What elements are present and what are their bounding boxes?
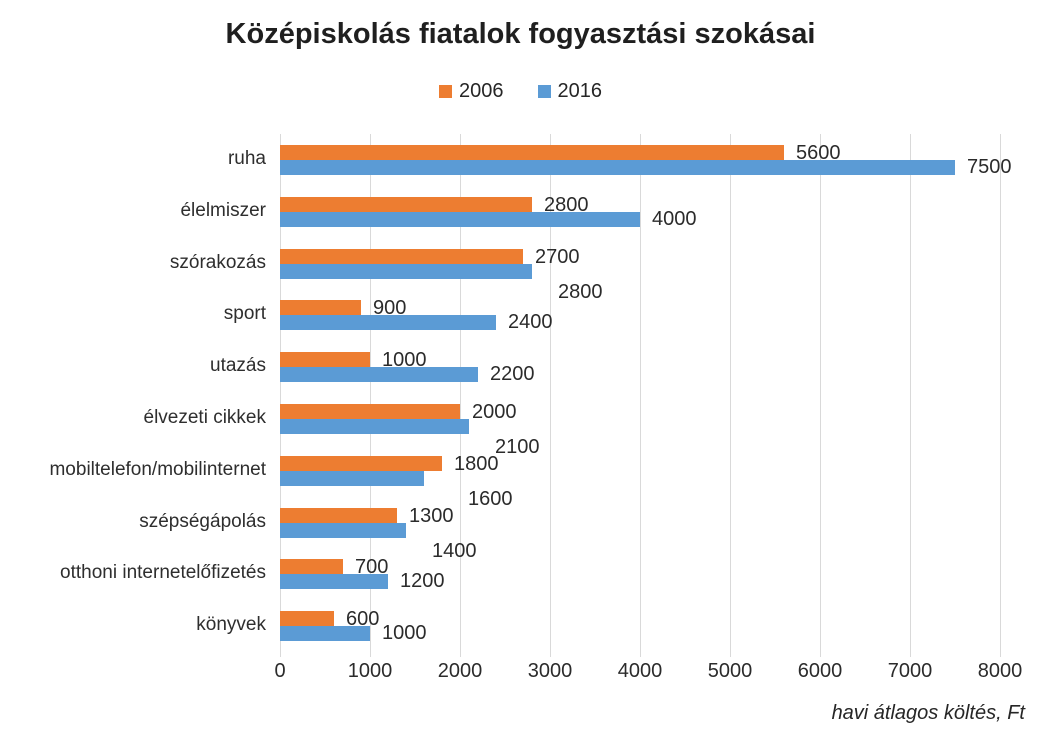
value-label-2006: 900 <box>373 297 407 320</box>
bar-2006 <box>280 144 784 160</box>
legend-swatch-2006 <box>439 85 452 98</box>
bar-2006 <box>280 455 442 471</box>
bar-2016 <box>280 470 424 486</box>
category-label: sport <box>223 303 266 325</box>
value-label-2016: 1200 <box>400 570 445 593</box>
gridline <box>1000 134 1001 657</box>
bar-2006 <box>280 507 397 523</box>
legend-swatch-2016 <box>537 85 551 98</box>
value-label-2006: 1300 <box>409 504 454 527</box>
bar-2016 <box>280 626 370 642</box>
category-label: otthoni internetelőfizetés <box>60 562 266 584</box>
x-tick-label: 2000 <box>437 660 483 682</box>
legend-label-2016: 2016 <box>557 80 603 102</box>
category-label: utazás <box>210 355 266 377</box>
value-label-2006: 5600 <box>796 141 841 164</box>
bar-2006 <box>280 196 532 212</box>
x-tick-label: 8000 <box>977 660 1023 682</box>
x-tick-label: 5000 <box>707 660 753 682</box>
value-label-2006: 1000 <box>382 349 427 372</box>
category-label: mobiltelefon/mobilinternet <box>49 458 266 480</box>
category-label: szépségápolás <box>139 510 266 532</box>
category-label: könyvek <box>196 614 266 636</box>
gridline <box>640 134 641 657</box>
value-label-2006: 600 <box>346 608 380 631</box>
category-label: élvezeti cikkek <box>143 406 267 428</box>
x-tick-label: 4000 <box>617 660 663 682</box>
bar-2006 <box>280 611 334 627</box>
x-tick-label: 6000 <box>797 660 843 682</box>
value-label-2006: 2800 <box>544 193 589 216</box>
x-tick-label: 0 <box>274 660 286 682</box>
bar-2016 <box>280 367 478 383</box>
x-tick-label: 7000 <box>887 660 933 682</box>
bar-2016 <box>280 574 388 590</box>
axis-unit-footnote: havi átlagos költés, Ft <box>831 702 1025 724</box>
gridline <box>820 134 821 657</box>
value-label-2016: 7500 <box>967 155 1012 178</box>
value-label-2016: 2100 <box>495 435 540 458</box>
bar-2006 <box>280 403 460 419</box>
value-label-2006: 2700 <box>535 245 580 268</box>
value-label-2016: 4000 <box>652 207 697 230</box>
chart-title: Középiskolás fiatalok fogyasztási szokás… <box>225 18 816 50</box>
value-label-2016: 2800 <box>558 280 603 303</box>
gridline <box>460 134 461 657</box>
legend-item-2016: 2016 <box>537 80 603 103</box>
bar-2016 <box>280 263 532 279</box>
bar-2016 <box>280 211 640 227</box>
gridline <box>550 134 551 657</box>
value-label-2016: 1600 <box>468 487 513 510</box>
bar-2016 <box>280 418 469 434</box>
gridline <box>730 134 731 657</box>
gridline <box>370 134 371 657</box>
value-label-2006: 2000 <box>472 400 517 423</box>
bar-2016 <box>280 522 406 538</box>
gridline <box>910 134 911 657</box>
legend-label-2006: 2006 <box>459 80 504 102</box>
bar-2006 <box>280 300 361 316</box>
value-label-2016: 2200 <box>490 363 535 386</box>
x-tick-label: 3000 <box>527 660 573 682</box>
bar-2006 <box>280 248 523 264</box>
bar-2006 <box>280 559 343 575</box>
chart-legend: 2006 2016 <box>0 80 1041 103</box>
category-label: élelmiszer <box>180 199 266 221</box>
x-tick-label: 1000 <box>347 660 393 682</box>
bar-2016 <box>280 315 496 331</box>
gridline <box>280 134 281 657</box>
value-label-2016: 2400 <box>508 311 553 334</box>
category-label: szórakozás <box>169 251 266 273</box>
value-label-2016: 1400 <box>432 539 477 562</box>
value-label-2006: 1800 <box>454 452 499 475</box>
legend-item-2006: 2006 <box>439 80 504 103</box>
bar-2016 <box>280 159 955 175</box>
category-label: ruha <box>227 147 266 169</box>
value-label-2016: 1000 <box>382 622 427 645</box>
value-label-2006: 700 <box>355 556 389 579</box>
bar-2006 <box>280 352 370 368</box>
